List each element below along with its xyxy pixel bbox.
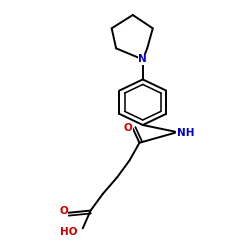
Text: N: N [138, 54, 147, 64]
Text: HO: HO [60, 227, 77, 237]
Text: O: O [59, 206, 68, 216]
Text: NH: NH [177, 128, 195, 138]
Text: O: O [124, 123, 132, 133]
